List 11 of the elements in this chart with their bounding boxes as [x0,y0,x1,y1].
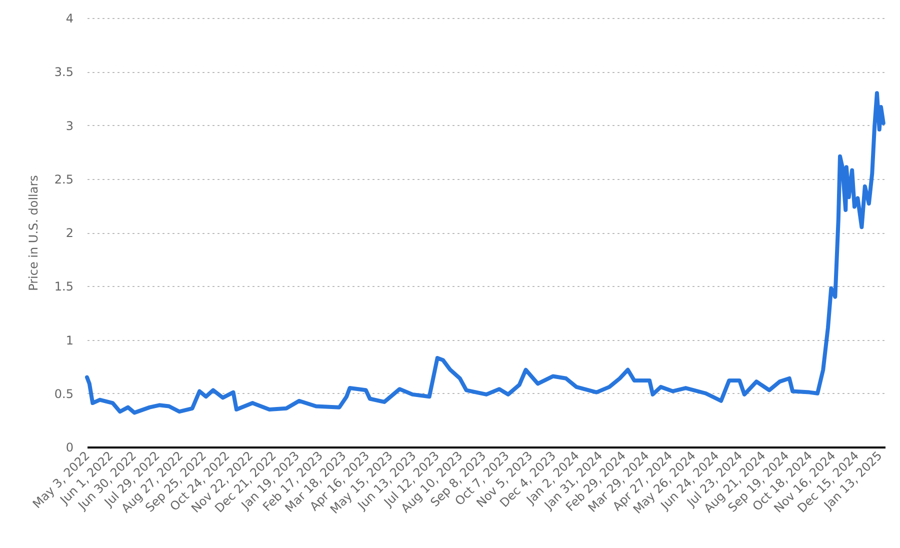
y-tick-label: 0 [66,440,74,454]
y-tick-label: 3 [66,118,74,133]
y-tick-label: 1 [66,333,74,348]
y-tick-label: 3.5 [54,65,74,80]
line-series [85,91,886,415]
y-tick-label: 2.5 [54,172,74,186]
y-tick-label: 4 [66,12,74,26]
y-axis-title: Price in U.S. dollars [26,175,40,291]
y-tick-label: 1.5 [54,280,74,294]
y-tick-label: 0.5 [54,386,74,401]
y-tick-label: 2 [66,226,74,240]
